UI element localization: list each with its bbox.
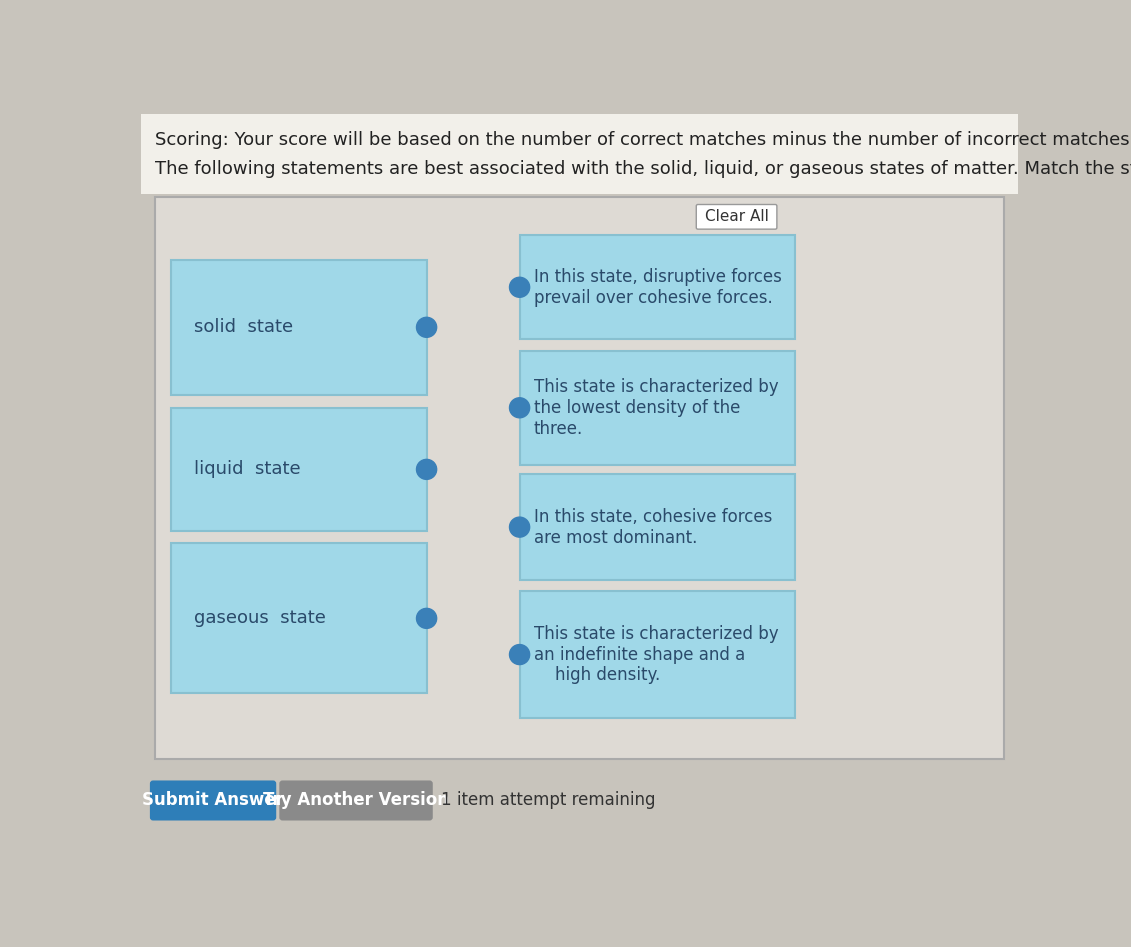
Text: liquid  state: liquid state xyxy=(195,460,301,478)
Text: In this state, cohesive forces
are most dominant.: In this state, cohesive forces are most … xyxy=(534,508,771,546)
Circle shape xyxy=(416,317,437,337)
Text: gaseous  state: gaseous state xyxy=(195,609,326,627)
Circle shape xyxy=(509,277,529,297)
FancyBboxPatch shape xyxy=(279,780,433,820)
Circle shape xyxy=(416,608,437,629)
Text: The following statements are best associated with the solid, liquid, or gaseous : The following statements are best associ… xyxy=(155,160,1131,178)
Text: solid  state: solid state xyxy=(195,318,293,336)
FancyBboxPatch shape xyxy=(150,780,276,820)
FancyBboxPatch shape xyxy=(155,197,1004,759)
FancyBboxPatch shape xyxy=(171,544,426,693)
FancyBboxPatch shape xyxy=(171,408,426,531)
Text: Try Another Version: Try Another Version xyxy=(264,792,449,810)
Text: This state is characterized by
an indefinite shape and a
    high density.: This state is characterized by an indefi… xyxy=(534,625,778,685)
FancyBboxPatch shape xyxy=(519,235,795,339)
Text: In this state, disruptive forces
prevail over cohesive forces.: In this state, disruptive forces prevail… xyxy=(534,268,782,307)
FancyBboxPatch shape xyxy=(519,474,795,581)
Circle shape xyxy=(509,517,529,537)
Circle shape xyxy=(509,645,529,665)
FancyBboxPatch shape xyxy=(697,205,777,229)
Text: Submit Answer: Submit Answer xyxy=(143,792,284,810)
FancyBboxPatch shape xyxy=(519,350,795,465)
Circle shape xyxy=(416,459,437,479)
Text: 1 item attempt remaining: 1 item attempt remaining xyxy=(441,792,655,810)
FancyBboxPatch shape xyxy=(141,114,1018,194)
FancyBboxPatch shape xyxy=(519,591,795,718)
FancyBboxPatch shape xyxy=(171,259,426,395)
Text: Scoring: Your score will be based on the number of correct matches minus the num: Scoring: Your score will be based on the… xyxy=(155,131,1131,149)
Circle shape xyxy=(509,398,529,418)
Text: This state is characterized by
the lowest density of the
three.: This state is characterized by the lowes… xyxy=(534,378,778,438)
Text: Clear All: Clear All xyxy=(705,209,768,224)
